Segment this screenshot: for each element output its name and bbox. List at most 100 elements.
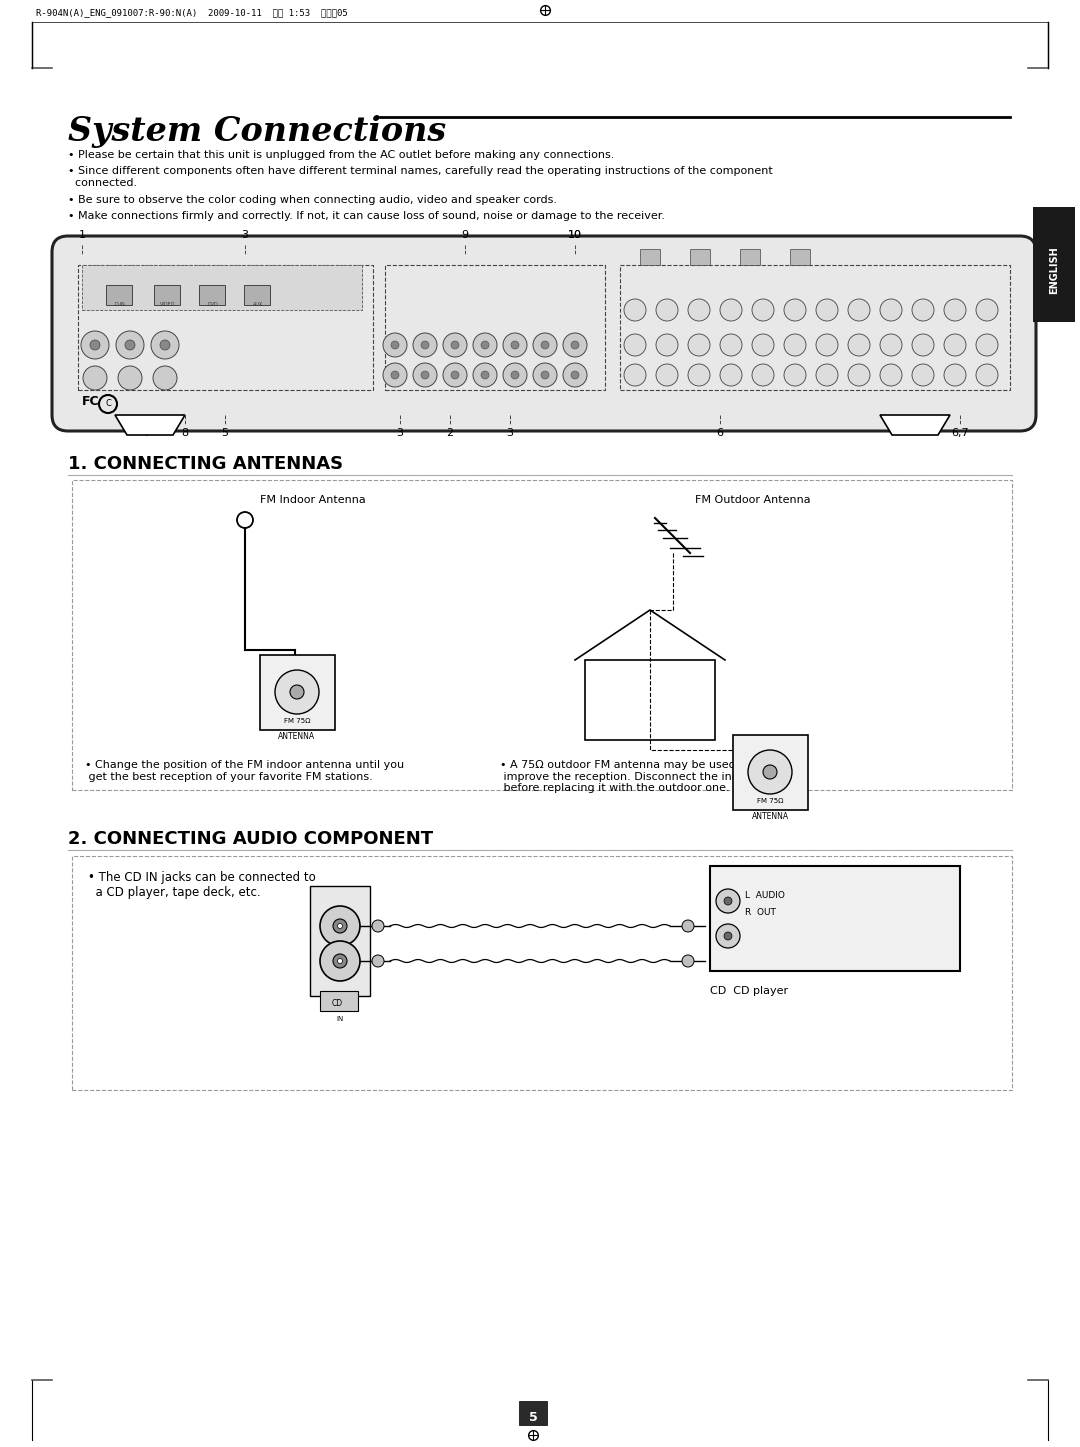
Circle shape <box>688 365 710 386</box>
Circle shape <box>944 365 966 386</box>
Polygon shape <box>880 415 950 436</box>
Bar <box>72 857 1012 1090</box>
Text: 9: 9 <box>461 230 469 240</box>
Circle shape <box>624 334 646 356</box>
Circle shape <box>681 955 694 967</box>
Circle shape <box>848 300 870 321</box>
Text: 10: 10 <box>568 230 582 240</box>
Text: 2: 2 <box>446 428 454 438</box>
Text: DVD: DVD <box>207 302 218 307</box>
Text: 3: 3 <box>242 230 248 240</box>
Bar <box>154 285 180 305</box>
Bar <box>260 655 335 729</box>
Circle shape <box>333 954 347 968</box>
Circle shape <box>473 363 497 386</box>
Circle shape <box>320 941 360 981</box>
Text: • Change the position of the FM indoor antenna until you
 get the best reception: • Change the position of the FM indoor a… <box>85 760 404 781</box>
Circle shape <box>720 365 742 386</box>
Text: 6,7: 6,7 <box>951 428 969 438</box>
Circle shape <box>534 333 557 357</box>
Text: 4: 4 <box>141 428 149 438</box>
Circle shape <box>816 365 838 386</box>
Text: 3: 3 <box>396 428 404 438</box>
Text: FM Outdoor Antenna: FM Outdoor Antenna <box>696 495 811 505</box>
Circle shape <box>944 300 966 321</box>
Circle shape <box>784 334 806 356</box>
Circle shape <box>784 300 806 321</box>
Circle shape <box>816 334 838 356</box>
Bar <box>78 265 373 391</box>
Bar <box>72 480 1012 790</box>
Circle shape <box>716 925 740 948</box>
Circle shape <box>372 920 384 932</box>
Bar <box>733 735 808 810</box>
Circle shape <box>571 341 579 349</box>
Circle shape <box>337 958 342 964</box>
Bar <box>320 991 357 1011</box>
Text: ANTENNA: ANTENNA <box>279 732 315 741</box>
Circle shape <box>125 340 135 350</box>
Text: • Please be certain that this unit is unplugged from the AC outlet before making: • Please be certain that this unit is un… <box>68 150 615 161</box>
Circle shape <box>880 300 902 321</box>
Circle shape <box>541 341 549 349</box>
Circle shape <box>688 300 710 321</box>
Circle shape <box>752 300 774 321</box>
Circle shape <box>160 340 170 350</box>
Circle shape <box>656 334 678 356</box>
Text: D-IN: D-IN <box>114 302 125 307</box>
Circle shape <box>451 370 459 379</box>
Bar <box>106 285 132 305</box>
Bar <box>1032 207 1075 323</box>
Bar <box>82 265 362 310</box>
Circle shape <box>503 333 527 357</box>
Text: IN: IN <box>336 1016 343 1022</box>
Circle shape <box>720 334 742 356</box>
Text: FM 75Ω: FM 75Ω <box>284 718 310 724</box>
Circle shape <box>976 334 998 356</box>
Circle shape <box>688 334 710 356</box>
Bar <box>244 285 270 305</box>
Circle shape <box>912 300 934 321</box>
Circle shape <box>443 363 467 386</box>
Text: 6: 6 <box>716 428 724 438</box>
Circle shape <box>391 341 399 349</box>
Circle shape <box>511 341 519 349</box>
Circle shape <box>383 363 407 386</box>
Circle shape <box>656 300 678 321</box>
Circle shape <box>784 365 806 386</box>
Circle shape <box>848 365 870 386</box>
Circle shape <box>848 334 870 356</box>
Bar <box>620 265 1010 391</box>
Circle shape <box>153 366 177 391</box>
Circle shape <box>880 334 902 356</box>
Circle shape <box>118 366 141 391</box>
Circle shape <box>503 363 527 386</box>
Circle shape <box>912 334 934 356</box>
Text: C: C <box>105 399 111 408</box>
Circle shape <box>481 370 489 379</box>
Circle shape <box>571 370 579 379</box>
Circle shape <box>624 300 646 321</box>
Circle shape <box>413 363 437 386</box>
Circle shape <box>511 370 519 379</box>
Bar <box>640 249 660 265</box>
Circle shape <box>816 300 838 321</box>
Text: 3: 3 <box>507 428 513 438</box>
Text: FM 75Ω: FM 75Ω <box>757 797 783 805</box>
Text: 1: 1 <box>79 230 85 240</box>
Text: 10: 10 <box>568 230 582 240</box>
Text: CD  CD player: CD CD player <box>710 985 788 996</box>
Circle shape <box>372 955 384 967</box>
Text: • Be sure to observe the color coding when connecting audio, video and speaker c: • Be sure to observe the color coding wh… <box>68 195 557 205</box>
Circle shape <box>944 334 966 356</box>
Circle shape <box>752 334 774 356</box>
Bar <box>519 1401 546 1425</box>
Circle shape <box>116 331 144 359</box>
Circle shape <box>383 333 407 357</box>
Circle shape <box>624 365 646 386</box>
Circle shape <box>762 765 777 778</box>
Circle shape <box>83 366 107 391</box>
Bar <box>199 285 225 305</box>
Circle shape <box>391 370 399 379</box>
Bar <box>789 249 810 265</box>
